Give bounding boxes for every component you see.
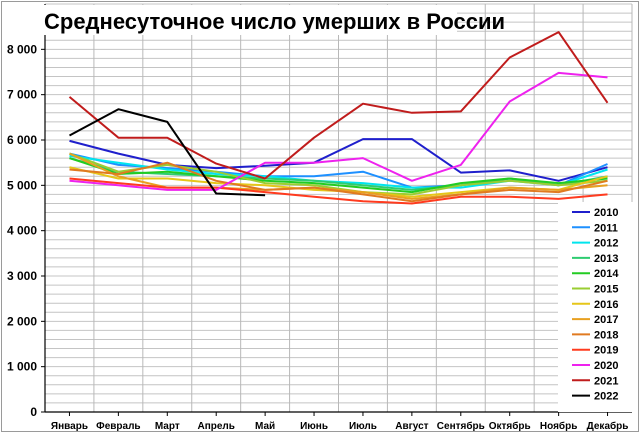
- series-line-2015: [69, 152, 608, 196]
- x-tick-label: Декабрь: [587, 420, 629, 431]
- y-tick-label: 3 000: [7, 269, 37, 283]
- y-tick-label: 1 000: [7, 360, 37, 374]
- y-tick-label: 6 000: [7, 133, 37, 147]
- y-tick-label: 7 000: [7, 88, 37, 102]
- x-tick-label: Октябрь: [489, 420, 531, 431]
- x-tick-label: Ноябрь: [540, 420, 577, 431]
- legend-label-2016: 2016: [594, 299, 618, 311]
- series-line-2014: [69, 157, 608, 194]
- x-tick-label: Январь: [51, 421, 88, 431]
- legend-label-2012: 2012: [594, 238, 618, 250]
- plot-area: [32, 27, 635, 411]
- x-tick-label: Апрель: [197, 421, 234, 431]
- series-line-2018: [69, 161, 608, 203]
- x-tick-label: Май: [255, 421, 275, 431]
- legend-label-2022: 2022: [594, 391, 618, 403]
- y-tick-label: 0: [30, 405, 37, 419]
- legend-label-2020: 2020: [594, 360, 618, 372]
- legend-label-2013: 2013: [594, 253, 618, 265]
- y-tick-label: 4 000: [7, 224, 37, 238]
- y-tick-label: 5 000: [7, 178, 37, 192]
- x-tick-label: Февраль: [96, 421, 140, 431]
- y-tick-label: 2 000: [7, 314, 37, 328]
- series-line-2022: [69, 108, 266, 197]
- series-line-2010: [69, 138, 608, 182]
- legend-label-2017: 2017: [594, 314, 618, 326]
- series-lines: [68, 31, 609, 205]
- axes: 0 1 000 2 000 3 000 4 000 5 000 6 000 7 000 8 00…: [7, 4, 632, 431]
- x-tick-label: Август: [395, 421, 428, 431]
- legend-label-2011: 2011: [594, 222, 618, 234]
- y-tick-label: 8 000: [7, 42, 37, 56]
- title-background: [37, 5, 457, 35]
- chart-title: Среднесуточное число умерших в России: [44, 9, 505, 34]
- legend-label-2015: 2015: [594, 284, 618, 296]
- series-line-2019: [69, 177, 608, 205]
- legend-label-2010: 2010: [594, 207, 618, 219]
- legend: 2010 2011 2012 2013 2014 2015 2016 2017 2018 2019…: [572, 207, 619, 403]
- x-tick-label: Июнь: [300, 421, 328, 431]
- x-tick-label: Март: [155, 421, 180, 431]
- legend-label-2019: 2019: [594, 345, 618, 357]
- legend-label-2021: 2021: [594, 375, 618, 387]
- series-line-2021: [68, 31, 609, 180]
- x-tick-label: Сентябрь: [437, 420, 485, 431]
- legend-label-2014: 2014: [594, 268, 619, 280]
- legend-background: [558, 202, 636, 412]
- x-tick-label: Июль: [349, 421, 377, 431]
- series-line-2017: [69, 152, 608, 200]
- legend-label-2018: 2018: [594, 329, 618, 341]
- series-line-2020: [69, 71, 608, 191]
